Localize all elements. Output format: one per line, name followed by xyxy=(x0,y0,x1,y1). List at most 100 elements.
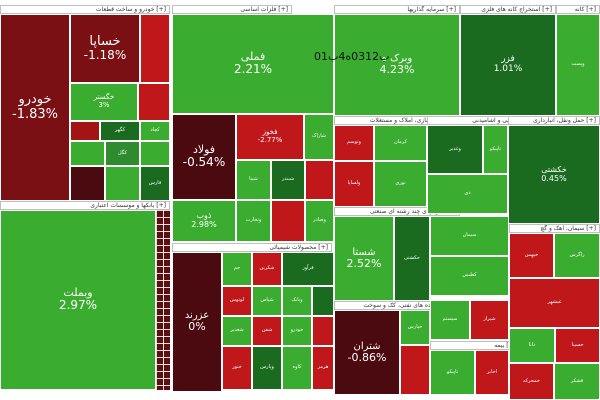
stock-tile[interactable] xyxy=(475,350,509,395)
stock-tile[interactable] xyxy=(140,166,170,201)
stock-tile[interactable] xyxy=(140,14,170,83)
stock-tile[interactable] xyxy=(304,114,334,160)
stock-tile[interactable]: عزرند 0% xyxy=(172,252,222,392)
stock-symbol-small: نوری xyxy=(395,180,406,187)
stock-symbol-small: کگهر xyxy=(114,127,126,134)
stock-tile[interactable]: شستا 2.52% xyxy=(334,216,394,301)
sector-header[interactable]: سرمایه گذاریها [+] xyxy=(334,5,460,14)
stock-change-percent: 4.23% xyxy=(379,63,415,77)
stock-tile[interactable] xyxy=(509,278,600,328)
stock-symbol-small: هرمز xyxy=(317,364,329,371)
sector-header[interactable]: حمل ونقل، انبارداری [+] xyxy=(508,116,600,125)
stock-symbol-small: کچاد xyxy=(150,127,160,134)
stock-tile[interactable]: فولاد -0.54% xyxy=(172,114,236,200)
stock-tile[interactable] xyxy=(305,200,334,242)
stock-tile[interactable] xyxy=(282,286,312,316)
stock-tile[interactable] xyxy=(236,200,271,242)
stock-tile[interactable] xyxy=(252,316,282,346)
stock-tile[interactable] xyxy=(334,125,374,161)
stock-tile[interactable] xyxy=(140,121,170,141)
stock-tile[interactable] xyxy=(271,160,305,200)
stock-change-percent: 2.98% xyxy=(191,220,217,229)
stock-tile[interactable] xyxy=(427,174,508,214)
stock-tile[interactable] xyxy=(305,160,334,200)
stock-tile[interactable] xyxy=(105,166,140,201)
stock-tile[interactable]: ذوب 2.98% xyxy=(172,200,236,242)
stock-tile[interactable] xyxy=(400,345,430,395)
stock-tile[interactable] xyxy=(271,200,305,242)
stock-tile[interactable] xyxy=(70,141,105,166)
stock-tile[interactable]: خگستر 3% xyxy=(70,83,138,121)
stock-tile[interactable] xyxy=(138,83,170,121)
stock-symbol: ذوب xyxy=(196,211,212,221)
stock-tile[interactable] xyxy=(427,125,483,174)
stock-tile[interactable]: خکشتی 0.45% xyxy=(508,125,600,224)
stock-symbol-small: وبانک xyxy=(291,297,303,304)
stock-tile[interactable] xyxy=(483,125,508,174)
stock-tile[interactable] xyxy=(252,286,282,316)
stock-tile[interactable] xyxy=(554,233,600,278)
stock-tile[interactable] xyxy=(222,286,252,316)
stock-symbol-small: کطبس xyxy=(462,272,477,279)
stock-tile[interactable] xyxy=(236,160,271,200)
stock-tile[interactable]: فزر 1.01% xyxy=(460,14,556,116)
stock-tile[interactable] xyxy=(222,316,252,346)
sector-header[interactable]: کانه [+] xyxy=(556,5,600,14)
stock-symbol-small: دانا xyxy=(528,341,536,348)
stock-symbol: فملی xyxy=(240,50,266,64)
stock-symbol-small: کرمان xyxy=(393,139,407,146)
stock-tile[interactable] xyxy=(252,252,282,286)
stock-tile[interactable] xyxy=(282,346,312,390)
stock-tile[interactable] xyxy=(430,256,509,296)
stock-tile[interactable] xyxy=(430,216,509,256)
stock-tile[interactable] xyxy=(312,346,334,390)
sector-header[interactable]: خودرو و ساخت قطعات [+] xyxy=(0,5,170,14)
sector-header[interactable]: محصولات شیمیائی [+] xyxy=(172,243,332,252)
stock-tile[interactable] xyxy=(394,216,430,301)
stock-tile[interactable] xyxy=(470,300,509,340)
stock-symbol-small: لوتوس xyxy=(229,297,245,304)
stock-tile[interactable] xyxy=(222,346,252,390)
stock-tile[interactable]: وبرک ه 4.23% xyxy=(334,14,460,116)
stock-symbol: فخوز xyxy=(262,128,278,137)
stock-tile[interactable] xyxy=(70,166,105,201)
stock-tile[interactable] xyxy=(312,316,334,346)
stock-tile[interactable] xyxy=(430,350,475,395)
stock-tile[interactable]: فخوز -2.77% xyxy=(236,114,304,160)
stock-tile[interactable] xyxy=(509,233,554,278)
stock-tile[interactable]: خودرو -1.83% xyxy=(0,14,70,201)
sector-header[interactable]: بانکها و موسسات اعتباری [+] xyxy=(0,201,170,210)
stock-tile[interactable] xyxy=(312,286,334,316)
stock-symbol-small: تاپیکو xyxy=(489,145,502,152)
stock-tile[interactable]: وبملت 2.97% xyxy=(0,210,156,390)
stock-change-percent: 3% xyxy=(98,101,110,109)
stock-tile[interactable] xyxy=(509,328,555,363)
stock-tile[interactable]: فملی 2.21% xyxy=(172,14,334,114)
stock-tile[interactable] xyxy=(252,346,282,390)
small-stocks-grid[interactable] xyxy=(156,210,170,390)
stock-tile[interactable] xyxy=(374,125,427,161)
sector-header[interactable]: بیمه [+] xyxy=(430,341,520,350)
stock-tile[interactable] xyxy=(282,252,334,286)
stock-symbol: خکشتی xyxy=(541,164,567,174)
stock-tile[interactable] xyxy=(222,252,252,286)
stock-symbol: عزرند xyxy=(184,310,210,322)
stock-tile[interactable] xyxy=(334,161,374,207)
stock-tile[interactable] xyxy=(100,121,140,141)
stock-tile[interactable] xyxy=(70,121,100,141)
stock-tile[interactable] xyxy=(430,300,470,340)
sector-header[interactable]: سیمان، آهک و گچ [+] xyxy=(509,224,600,233)
stock-tile[interactable] xyxy=(556,14,600,116)
stock-tile[interactable] xyxy=(105,141,140,166)
stock-tile[interactable] xyxy=(554,363,600,400)
stock-tile[interactable] xyxy=(140,141,170,166)
stock-tile[interactable] xyxy=(400,310,430,345)
stock-tile[interactable] xyxy=(282,316,312,346)
sector-header[interactable]: استخراج کانه های فلزی [+] xyxy=(460,5,556,14)
stock-tile[interactable]: شتران -0.86% xyxy=(334,310,400,395)
stock-tile[interactable]: خساپا -1.18% xyxy=(70,14,140,83)
sector-header[interactable]: فلزات اساسی [+] xyxy=(172,5,292,14)
stock-symbol-small: شپاس xyxy=(260,297,274,304)
stock-tile[interactable] xyxy=(374,161,427,207)
